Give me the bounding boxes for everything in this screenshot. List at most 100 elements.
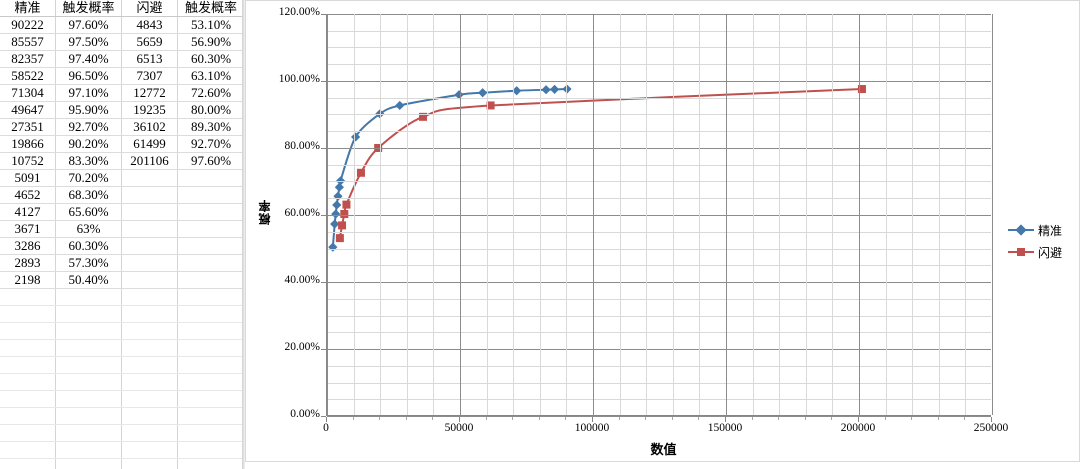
table-cell[interactable] bbox=[121, 288, 178, 306]
table-header-row[interactable]: 精准 触发概率 闪避 触发概率 bbox=[0, 0, 245, 17]
table-row[interactable]: 2198 50.40% bbox=[0, 271, 245, 289]
table-cell[interactable] bbox=[121, 254, 178, 272]
data-point[interactable] bbox=[335, 176, 346, 186]
table-cell[interactable]: 60.30% bbox=[177, 50, 245, 68]
table-row[interactable]: 49647 95.90% 19235 80.00% bbox=[0, 101, 245, 119]
table-row[interactable]: 19866 90.20% 61499 92.70% bbox=[0, 135, 245, 153]
table-cell[interactable] bbox=[177, 390, 245, 408]
table-cell[interactable] bbox=[177, 186, 245, 204]
chart-legend[interactable]: 精准 闪避 bbox=[1008, 219, 1078, 263]
table-row[interactable]: 3286 60.30% bbox=[0, 237, 245, 255]
table-cell[interactable]: 63.10% bbox=[177, 67, 245, 85]
table-cell[interactable] bbox=[0, 322, 56, 340]
table-cell[interactable]: 19235 bbox=[121, 101, 178, 119]
table-cell[interactable]: 71304 bbox=[0, 84, 56, 102]
data-point[interactable] bbox=[486, 101, 495, 110]
table-cell[interactable] bbox=[177, 458, 245, 469]
table-cell[interactable]: 92.70% bbox=[55, 118, 122, 136]
table-cell[interactable] bbox=[121, 186, 178, 204]
table-cell[interactable]: 57.30% bbox=[55, 254, 122, 272]
table-cell[interactable] bbox=[177, 203, 245, 221]
table-cell[interactable] bbox=[121, 441, 178, 459]
table-row[interactable]: 90222 97.60% 4843 53.10% bbox=[0, 16, 245, 34]
data-point[interactable] bbox=[330, 219, 340, 229]
table-cell[interactable] bbox=[121, 237, 178, 255]
data-point[interactable] bbox=[512, 86, 522, 96]
data-point[interactable] bbox=[338, 221, 347, 230]
table-cell[interactable] bbox=[121, 220, 178, 238]
table-cell[interactable] bbox=[121, 339, 178, 357]
table-cell[interactable]: 95.90% bbox=[55, 101, 122, 119]
table-row[interactable]: 82357 97.40% 6513 60.30% bbox=[0, 50, 245, 68]
data-point[interactable] bbox=[857, 85, 866, 94]
table-cell[interactable]: 80.00% bbox=[177, 101, 245, 119]
table-cell[interactable] bbox=[177, 339, 245, 357]
table-cell[interactable] bbox=[0, 305, 56, 323]
table-cell[interactable] bbox=[55, 339, 122, 357]
table-cell[interactable]: 36102 bbox=[121, 118, 178, 136]
table-cell[interactable] bbox=[55, 407, 122, 425]
data-point[interactable] bbox=[549, 84, 560, 94]
table-cell[interactable] bbox=[121, 271, 178, 289]
column-header[interactable]: 触发概率 bbox=[55, 0, 122, 17]
table-cell[interactable] bbox=[177, 407, 245, 425]
table-cell[interactable] bbox=[55, 356, 122, 374]
table-row[interactable]: 71304 97.10% 12772 72.60% bbox=[0, 84, 245, 102]
table-cell[interactable] bbox=[0, 356, 56, 374]
table-cell[interactable] bbox=[0, 339, 56, 357]
table-row[interactable]: 4652 68.30% bbox=[0, 186, 245, 204]
table-cell[interactable] bbox=[0, 373, 56, 391]
data-point[interactable] bbox=[333, 191, 343, 201]
table-row[interactable] bbox=[0, 356, 245, 374]
table-cell[interactable] bbox=[0, 424, 56, 442]
table-row[interactable] bbox=[0, 458, 245, 469]
table-cell[interactable]: 89.30% bbox=[177, 118, 245, 136]
table-cell[interactable] bbox=[0, 288, 56, 306]
data-point[interactable] bbox=[335, 234, 344, 243]
table-cell[interactable] bbox=[55, 458, 122, 469]
table-row[interactable] bbox=[0, 339, 245, 357]
legend-item-1[interactable]: 精准 bbox=[1008, 219, 1078, 241]
table-cell[interactable]: 201106 bbox=[121, 152, 178, 170]
data-point[interactable] bbox=[340, 209, 349, 218]
data-point[interactable] bbox=[332, 200, 342, 210]
table-row[interactable] bbox=[0, 305, 245, 323]
table-cell[interactable]: 68.30% bbox=[55, 186, 122, 204]
table-cell[interactable]: 4652 bbox=[0, 186, 56, 204]
legend-item-2[interactable]: 闪避 bbox=[1008, 241, 1078, 263]
table-cell[interactable]: 65.60% bbox=[55, 203, 122, 221]
table-cell[interactable]: 3671 bbox=[0, 220, 56, 238]
table-row[interactable] bbox=[0, 424, 245, 442]
table-cell[interactable] bbox=[177, 305, 245, 323]
table-cell[interactable] bbox=[121, 356, 178, 374]
table-cell[interactable] bbox=[121, 305, 178, 323]
table-row[interactable]: 27351 92.70% 36102 89.30% bbox=[0, 118, 245, 136]
table-cell[interactable]: 5091 bbox=[0, 169, 56, 187]
table-cell[interactable]: 97.50% bbox=[55, 33, 122, 51]
table-row[interactable] bbox=[0, 322, 245, 340]
table-cell[interactable] bbox=[121, 322, 178, 340]
table-cell[interactable]: 4843 bbox=[121, 16, 178, 34]
data-point[interactable] bbox=[356, 168, 365, 177]
data-point[interactable] bbox=[419, 112, 428, 121]
table-cell[interactable] bbox=[55, 305, 122, 323]
table-cell[interactable] bbox=[177, 424, 245, 442]
table-cell[interactable] bbox=[55, 373, 122, 391]
table-cell[interactable]: 3286 bbox=[0, 237, 56, 255]
table-row[interactable] bbox=[0, 407, 245, 425]
table-cell[interactable]: 83.30% bbox=[55, 152, 122, 170]
table-cell[interactable]: 10752 bbox=[0, 152, 56, 170]
data-point[interactable] bbox=[454, 90, 464, 100]
table-cell[interactable] bbox=[121, 458, 178, 469]
table-cell[interactable] bbox=[177, 271, 245, 289]
table-cell[interactable] bbox=[121, 424, 178, 442]
table-cell[interactable] bbox=[121, 169, 178, 187]
table-cell[interactable] bbox=[55, 288, 122, 306]
table-cell[interactable] bbox=[55, 424, 122, 442]
table-cell[interactable]: 82357 bbox=[0, 50, 56, 68]
table-cell[interactable]: 49647 bbox=[0, 101, 56, 119]
table-cell[interactable] bbox=[121, 373, 178, 391]
table-cell[interactable] bbox=[177, 254, 245, 272]
column-header[interactable]: 精准 bbox=[0, 0, 56, 17]
table-cell[interactable]: 2893 bbox=[0, 254, 56, 272]
